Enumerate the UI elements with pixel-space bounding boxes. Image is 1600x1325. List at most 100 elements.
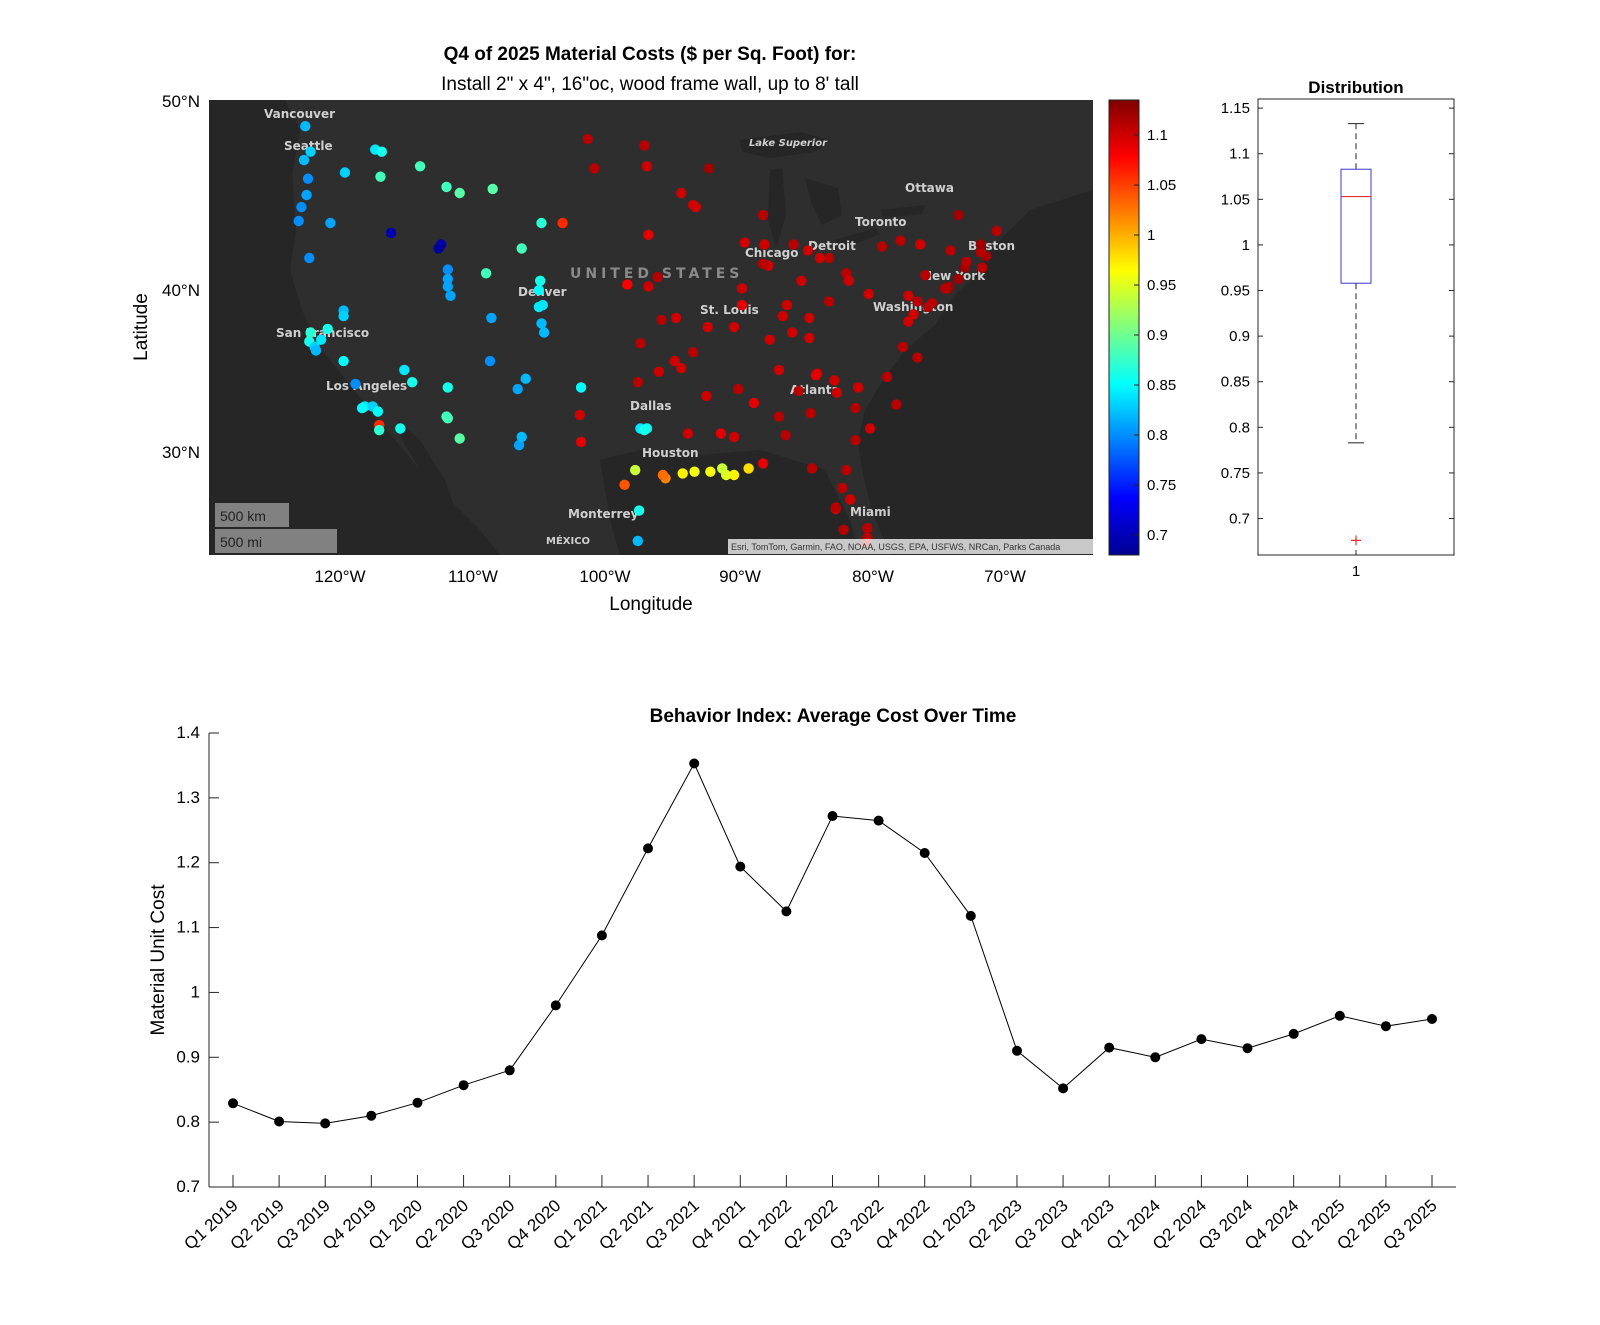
- lon-tick-90: 90°W: [719, 567, 761, 586]
- map-point: [641, 161, 653, 172]
- lat-tick-50: 50°N: [162, 92, 200, 111]
- attribution-text: Esri, TomTom, Garmin, FAO, NOAA, USGS, E…: [731, 542, 1060, 552]
- map-point: [339, 167, 351, 178]
- map-point: [676, 187, 687, 199]
- map-point: [804, 332, 815, 344]
- map-point: [940, 283, 951, 294]
- map-point: [338, 310, 349, 322]
- map-point: [557, 217, 568, 229]
- map-point: [632, 535, 643, 547]
- lon-tick-100: 100°W: [579, 567, 630, 586]
- map-point: [703, 163, 715, 174]
- line-y-tick-label: 1.4: [176, 723, 200, 742]
- line-panel: Behavior Index: Average Cost Over Time M…: [148, 706, 1456, 1254]
- map-label-boston: Boston: [968, 239, 1015, 253]
- box-iqr: [1340, 168, 1372, 284]
- colorbar-tick-label: 0.85: [1147, 377, 1176, 394]
- map-point: [690, 201, 702, 213]
- map-point: [728, 321, 740, 333]
- map-label-detroit: Detroit: [808, 239, 856, 253]
- map-point: [372, 406, 384, 417]
- line-point: [965, 910, 976, 921]
- map-point: [619, 479, 630, 490]
- map-point: [953, 273, 964, 285]
- map-point: [903, 290, 914, 301]
- map-point: [414, 161, 426, 172]
- map-point: [823, 296, 835, 307]
- map-point: [788, 239, 799, 250]
- map-point: [656, 314, 667, 325]
- colorbar-tick-label: 0.8: [1147, 427, 1168, 444]
- map-point: [385, 227, 397, 239]
- map-point: [705, 466, 716, 477]
- map-point: [374, 424, 385, 436]
- line-point: [781, 906, 792, 917]
- map-point: [682, 428, 694, 439]
- map-point: [837, 482, 848, 494]
- map-point: [702, 321, 713, 333]
- map-point: [442, 382, 453, 393]
- colorbar-tick-label: 1: [1147, 227, 1155, 244]
- map-label-vancouver: Vancouver: [264, 107, 335, 121]
- map-point: [920, 270, 931, 281]
- ocean-atlantic: [858, 190, 1093, 555]
- lon-tick-120: 120°W: [314, 567, 365, 586]
- map-point: [652, 271, 663, 283]
- map-point: [325, 217, 336, 229]
- map-label-toronto: Toronto: [855, 215, 907, 229]
- map-point: [787, 327, 798, 338]
- map-point: [773, 411, 785, 422]
- line-point: [458, 1080, 469, 1091]
- lat-tick-30: 30°N: [162, 443, 200, 462]
- map-point: [732, 383, 744, 395]
- lon-tick-110: 110°W: [448, 567, 498, 586]
- line-point: [596, 930, 607, 941]
- map-point: [635, 338, 646, 349]
- map-point: [487, 183, 498, 195]
- map-point: [736, 299, 748, 311]
- map-point: [841, 464, 852, 476]
- lon-tick-80: 80°W: [852, 567, 894, 586]
- map-point: [520, 373, 531, 384]
- box-y-tick-label: 1.1: [1229, 146, 1250, 163]
- box-outlier: [1351, 535, 1361, 546]
- line-point: [735, 861, 746, 872]
- map-point: [806, 463, 818, 474]
- map-point: [781, 299, 793, 311]
- map-point: [639, 424, 650, 436]
- map-point: [805, 408, 816, 419]
- box-y-tick-label: 1.05: [1221, 191, 1250, 208]
- map-point: [536, 217, 547, 229]
- map-label-new-york: New York: [922, 269, 986, 283]
- map-point: [338, 355, 349, 367]
- attribution-box: [728, 539, 1093, 554]
- map-point: [728, 431, 740, 443]
- map-point: [852, 382, 864, 393]
- box-y-ticks: 0.7 0.75 0.8 0.85 0.9 0.95 1 1.05 1.1 1.15: [1221, 100, 1454, 528]
- line-point: [1288, 1028, 1299, 1039]
- line-title: Behavior Index: Average Cost Over Time: [650, 706, 1017, 727]
- map-point: [897, 341, 909, 353]
- map-point: [669, 355, 680, 367]
- line-point: [550, 1000, 561, 1011]
- line-point: [274, 1116, 285, 1127]
- map-point: [302, 173, 314, 184]
- map-point: [830, 502, 841, 513]
- line-point: [827, 811, 838, 821]
- line-point: [1196, 1034, 1207, 1045]
- map-point: [677, 468, 688, 479]
- line-point: [1242, 1043, 1253, 1054]
- map-point: [298, 154, 310, 166]
- map-point: [977, 262, 988, 273]
- map-label-miami: Miami: [850, 505, 891, 519]
- scale-bar: 500 km 500 mi: [215, 503, 337, 553]
- map-point: [864, 423, 876, 434]
- map-point: [739, 237, 750, 248]
- line-point: [1012, 1045, 1022, 1056]
- map-point: [445, 290, 456, 301]
- map-label-st-louis: St. Louis: [700, 303, 759, 317]
- map-point: [759, 239, 770, 250]
- map-point: [721, 469, 732, 481]
- line-point: [919, 848, 930, 858]
- map-point: [845, 494, 856, 505]
